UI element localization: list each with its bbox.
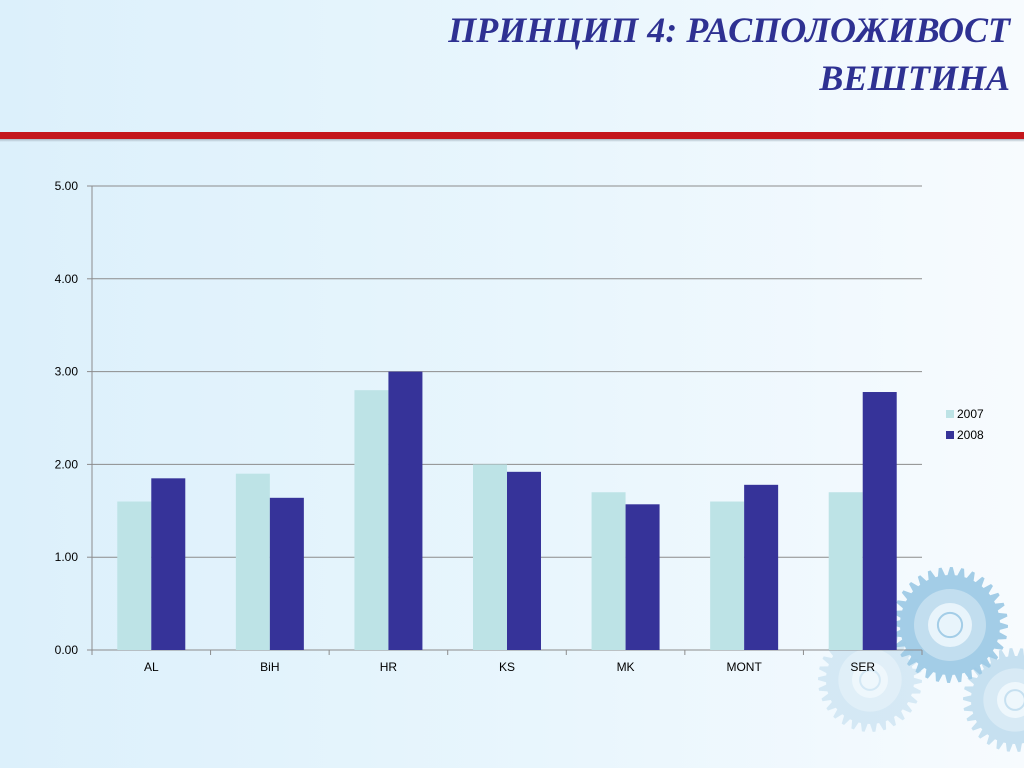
y-tick-label: 1.00 [55, 550, 79, 564]
slide-title-line1: ПРИНЦИП 4: РАСПОЛОЖИВОСТ [448, 10, 1010, 50]
x-tick-label: BiH [260, 660, 279, 674]
legend-swatch-2007 [946, 410, 954, 418]
gear-icon [892, 567, 1008, 683]
bar-2007-mont [710, 501, 745, 650]
x-tick-label: MK [617, 660, 635, 674]
slide-title-line2: ВЕШТИНА [819, 58, 1010, 98]
gear-icon [963, 648, 1024, 752]
bar-2007-ks [473, 464, 507, 650]
x-tick-label: SER [850, 660, 875, 674]
bar-2008-al [151, 478, 186, 650]
legend-swatch-2008 [946, 431, 954, 439]
bar-2008-ks [507, 471, 541, 650]
gear-icon [818, 628, 922, 732]
bar-2008-hr [388, 371, 423, 650]
y-tick-label: 3.00 [55, 365, 79, 379]
y-tick-label: 0.00 [55, 643, 79, 657]
bar-2007-mk [591, 492, 626, 650]
title-divider [0, 132, 1024, 139]
gears-decoration [818, 567, 1024, 752]
title-divider-shadow [0, 139, 1024, 142]
x-tick-label: KS [499, 660, 515, 674]
x-tick-label: MONT [726, 660, 762, 674]
x-tick-label: HR [380, 660, 398, 674]
bar-2008-bih [269, 497, 304, 650]
bar-2008-ser [862, 392, 897, 650]
bar-2008-mont [744, 484, 779, 650]
legend-label-2008: 2008 [957, 428, 984, 442]
slide-title: ПРИНЦИП 4: РАСПОЛОЖИВОСТ ВЕШТИНА [250, 6, 1010, 102]
bar-2007-hr [354, 390, 389, 650]
legend-label-2007: 2007 [957, 407, 984, 421]
x-tick-label: AL [144, 660, 159, 674]
y-tick-label: 2.00 [55, 457, 79, 471]
bar-2007-ser [828, 492, 863, 650]
y-tick-label: 5.00 [55, 179, 79, 193]
bar-2008-mk [625, 504, 660, 650]
bar-2007-al [117, 501, 152, 650]
y-tick-label: 4.00 [55, 272, 79, 286]
bar-2007-bih [235, 473, 270, 650]
